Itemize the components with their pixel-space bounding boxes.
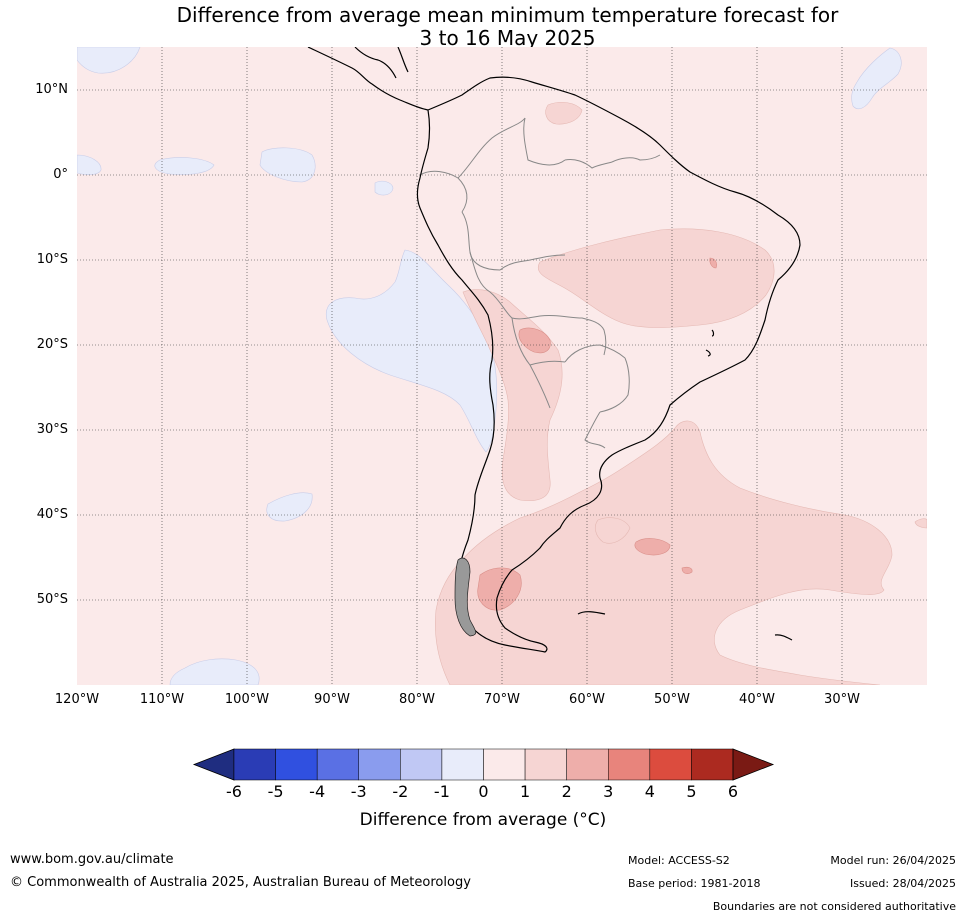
- map-title: Difference from average mean minimum tem…: [0, 4, 965, 50]
- colorbar-swatches: [192, 748, 775, 781]
- colorbar-tick-label: -1: [433, 782, 450, 801]
- colorbar-tick-label: 2: [561, 782, 572, 801]
- colorbar-tick-label: 0: [478, 782, 489, 801]
- base-period: Base period: 1981-2018: [628, 877, 761, 890]
- colorbar-swatch: [316, 748, 359, 781]
- latitude-label: 30°S: [36, 421, 68, 437]
- colorbar-arrow-high: [732, 748, 775, 781]
- cool-anomaly-areas: [77, 47, 902, 685]
- colorbar-swatch: [233, 748, 276, 781]
- warmer-anomaly-areas: [477, 257, 717, 611]
- colorbar-swatch: [649, 748, 692, 781]
- longitude-label: 30°W: [824, 692, 860, 707]
- country-borders: [419, 117, 661, 449]
- latitude-label: 10°N: [35, 81, 68, 97]
- longitude-label: 60°W: [569, 692, 605, 707]
- longitude-label: 120°W: [54, 692, 100, 707]
- colorbar-swatch: [524, 748, 567, 781]
- latitude-label: 0°: [53, 166, 68, 182]
- archipelago: [454, 557, 477, 637]
- longitude-label: 70°W: [484, 692, 520, 707]
- longitude-label: 90°W: [314, 692, 350, 707]
- colorbar-arrow-low: [192, 748, 235, 781]
- coastlines: [307, 47, 801, 653]
- colorbar-swatch: [483, 748, 526, 781]
- title-line-2: 3 to 16 May 2025: [419, 26, 596, 50]
- longitude-label: 100°W: [224, 692, 270, 707]
- longitude-label: 40°W: [739, 692, 775, 707]
- colorbar-label: Difference from average (°C): [359, 810, 607, 830]
- colorbar-swatch: [691, 748, 734, 781]
- model-run-date: Model run: 26/04/2025: [830, 854, 956, 867]
- colorbar-swatch: [441, 748, 484, 781]
- title-line-1: Difference from average mean minimum tem…: [176, 3, 839, 27]
- colorbar-tick-label: 6: [727, 782, 739, 801]
- latitude-label: 40°S: [36, 506, 68, 522]
- latitude-label: 20°S: [36, 336, 68, 352]
- colorbar-tick-label: -4: [309, 782, 326, 801]
- longitude-label: 50°W: [654, 692, 690, 707]
- colorbar-tick-label: -5: [267, 782, 284, 801]
- colorbar-tick-label: 1: [519, 782, 531, 801]
- colorbar-swatch: [400, 748, 443, 781]
- model-name: Model: ACCESS-S2: [628, 854, 730, 867]
- colorbar-swatch: [275, 748, 318, 781]
- copyright-text: © Commonwealth of Australia 2025, Austra…: [10, 875, 471, 890]
- colorbar-swatch: [608, 748, 651, 781]
- colorbar-tick-label: 4: [644, 782, 655, 801]
- gridlines: [77, 47, 927, 685]
- colorbar-swatch: [358, 748, 401, 781]
- latitude-label: 10°S: [36, 251, 68, 267]
- colorbar-tick-label: 5: [686, 782, 697, 801]
- colorbar-tick-label: -6: [226, 782, 242, 801]
- colorbar-tick-label: -2: [392, 782, 409, 801]
- longitude-label: 110°W: [139, 692, 185, 707]
- latitude-label: 50°S: [36, 591, 68, 607]
- issued-date: Issued: 28/04/2025: [849, 877, 956, 890]
- colorbar-tick-label: -3: [350, 782, 367, 801]
- longitude-label: 80°W: [399, 692, 435, 707]
- colorbar-tick-label: 3: [603, 782, 614, 801]
- boundaries-disclaimer: Boundaries are not considered authoritat…: [712, 900, 956, 913]
- colorbar-swatch: [566, 748, 609, 781]
- website-link[interactable]: www.bom.gov.au/climate: [10, 852, 174, 867]
